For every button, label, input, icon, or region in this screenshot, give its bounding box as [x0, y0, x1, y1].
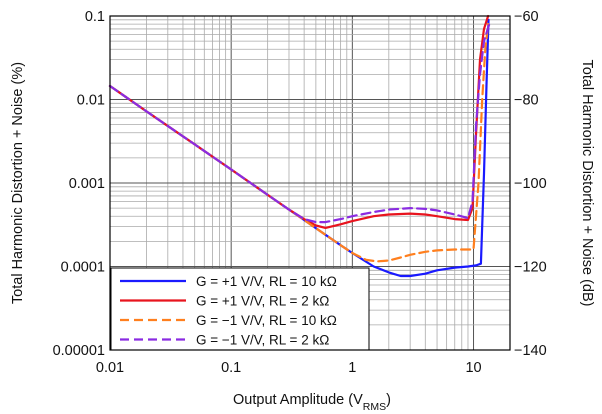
- legend-label-4: G = −1 V/V, RL = 2 kΩ: [196, 333, 329, 348]
- y-axis-label: Total Harmonic Distortion + Noise (%): [10, 62, 26, 304]
- series-line-1: [108, 18, 490, 278]
- x-tick-label: 1: [348, 360, 356, 376]
- legend-label-1: G = +1 V/V, RL = 10 kΩ: [196, 274, 337, 289]
- y-tick-label: 0.00001: [53, 343, 105, 359]
- x-axis-label-main: Output Amplitude (V: [233, 392, 363, 408]
- tick-labels: 0.01 0.1 1 10 0.1 0.01 0.001 0.0001 0.00001 −60 −8…: [53, 9, 547, 376]
- x-tick-label: 0.01: [96, 360, 124, 376]
- y2-tick-label: −100: [514, 176, 547, 192]
- series-line-4: [108, 23, 491, 224]
- y-tick-label: 0.01: [77, 93, 105, 109]
- x-axis-label-subscript: RMS: [363, 401, 386, 413]
- x-tick-label: 0.1: [221, 360, 241, 376]
- x-tick-label: 10: [465, 360, 481, 376]
- y-tick-label: 0.1: [85, 9, 105, 25]
- x-axis-label: Output Amplitude (VRMS): [233, 392, 391, 413]
- series-lines: [108, 14, 491, 278]
- plot-frame: [109, 15, 511, 351]
- y2-axis-label: Total Harmonic Distortion + Noise (dB): [579, 60, 595, 307]
- legend-label-2: G = +1 V/V, RL = 2 kΩ: [196, 294, 329, 309]
- legend-label-3: G = −1 V/V, RL = 10 kΩ: [196, 313, 337, 328]
- y-tick-label: 0.001: [69, 176, 105, 192]
- y2-tick-label: −140: [514, 343, 547, 359]
- y2-tick-label: −60: [514, 9, 539, 25]
- x-axis-label-end: ): [386, 392, 391, 408]
- y2-tick-label: −80: [514, 93, 539, 109]
- legend: G = +1 V/V, RL = 10 kΩ G = +1 V/V, RL = 2…: [110, 267, 370, 351]
- y-tick-label: 0.0001: [61, 260, 105, 276]
- y2-tick-label: −120: [514, 260, 547, 276]
